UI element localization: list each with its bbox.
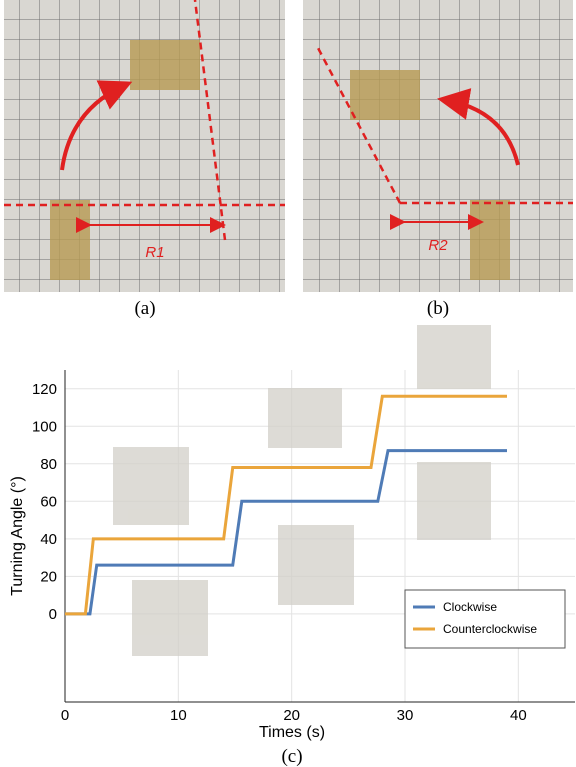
photo-a: R1 <box>4 0 285 292</box>
series-line <box>65 449 507 616</box>
inset-photos <box>113 325 491 656</box>
y-axis-label: Turning Angle (°) <box>9 476 26 596</box>
legend-label: Clockwise <box>443 600 497 614</box>
y-tick-label: 20 <box>40 568 57 585</box>
y-tick-label: 0 <box>49 606 57 623</box>
legend-label: Counterclockwise <box>443 622 537 636</box>
series-line <box>65 394 507 616</box>
panel-label: (b) <box>427 298 449 319</box>
panel-label: (a) <box>134 298 155 319</box>
x-tick-label: 40 <box>510 707 527 724</box>
x-tick-label: 20 <box>283 707 300 724</box>
annotation: R2 <box>428 237 448 254</box>
y-tick-label: 40 <box>40 531 57 548</box>
panel-label: (c) <box>281 746 302 767</box>
x-tick-label: 10 <box>170 707 187 724</box>
y-tick-label: 120 <box>32 381 57 398</box>
x-tick-label: 30 <box>397 707 414 724</box>
x-axis-label: Times (s) <box>259 724 325 741</box>
photo-b: R2 <box>303 0 573 292</box>
y-tick-label: 80 <box>40 456 57 473</box>
x-tick-label: 0 <box>61 707 69 724</box>
y-tick-label: 60 <box>40 493 57 510</box>
y-tick-label: 100 <box>32 418 57 435</box>
legend <box>404 589 566 649</box>
annotation: R1 <box>145 244 164 261</box>
